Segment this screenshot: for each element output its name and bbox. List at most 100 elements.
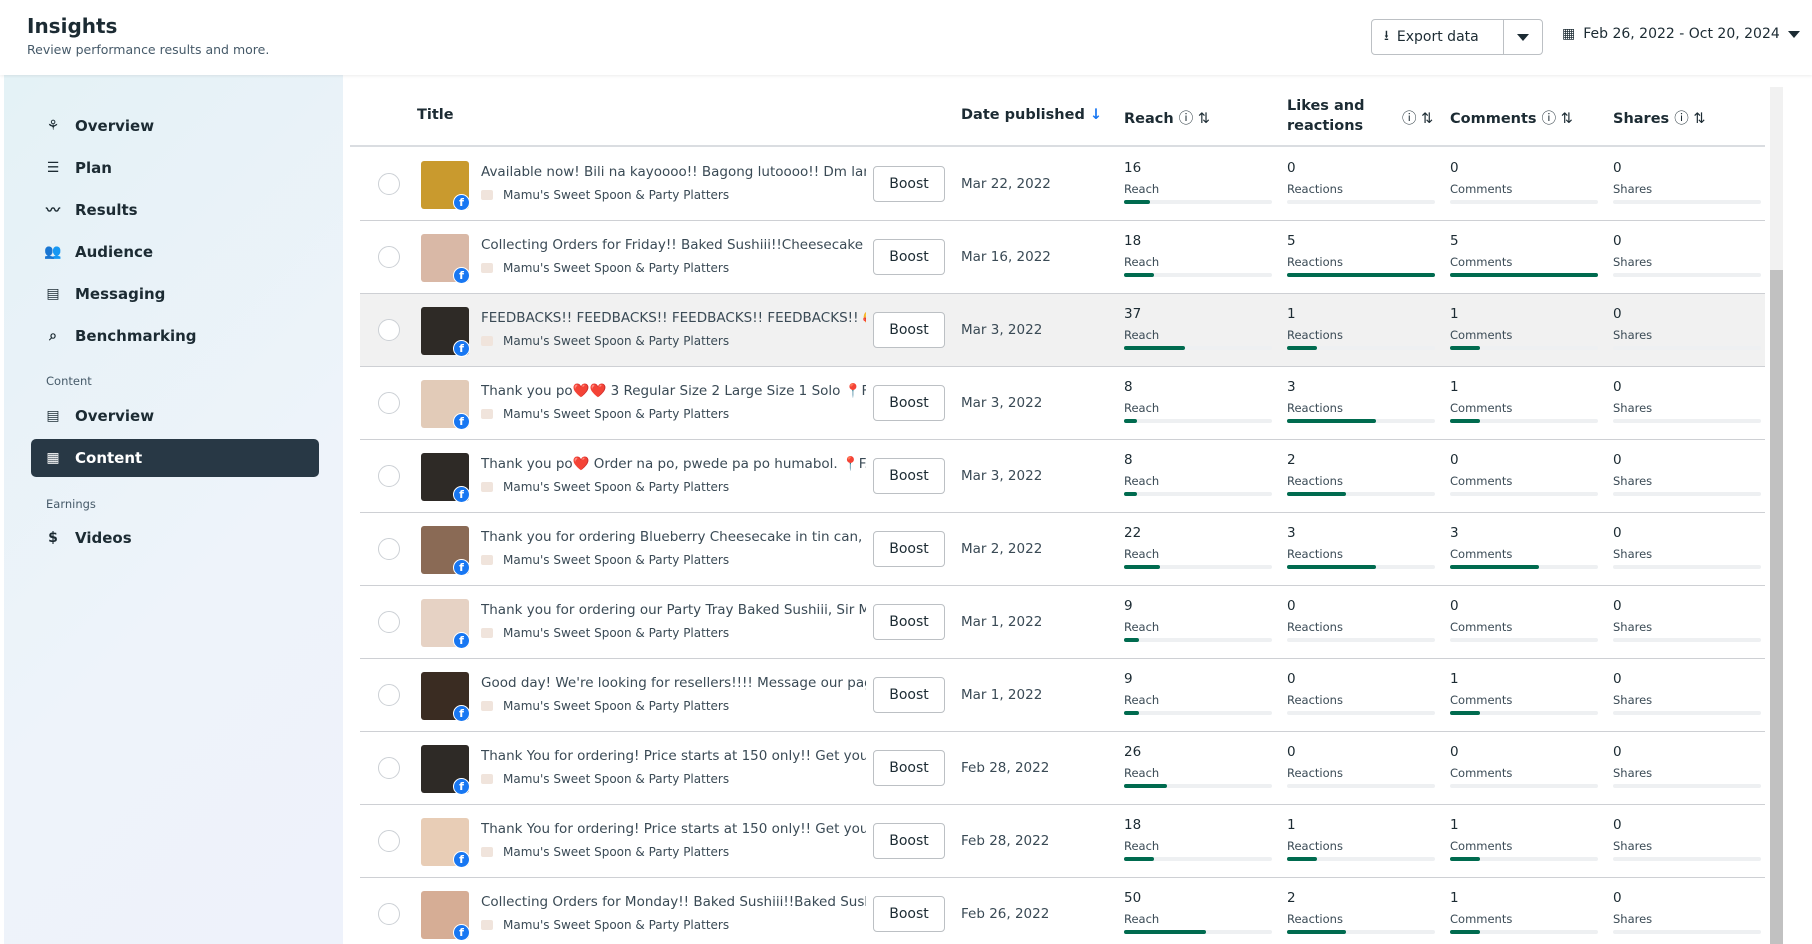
page-name: Mamu's Sweet Spoon & Party Platters — [503, 188, 730, 202]
sidebar-item-plan[interactable]: ☰ Plan — [31, 149, 319, 187]
row-select-radio[interactable] — [378, 465, 400, 487]
table-row[interactable]: f Thank you po❤️❤️ 3 Regular Size 2 Larg… — [360, 367, 1765, 440]
date-range-picker[interactable]: ▦ Feb 26, 2022 - Oct 20, 2024 — [1562, 26, 1800, 42]
sidebar-item-benchmarking[interactable]: ⌕ Benchmarking — [31, 317, 319, 355]
metric-value: 5 — [1450, 233, 1459, 249]
table-row[interactable]: f Thank you po❤️ Order na po, pwede pa p… — [360, 440, 1765, 513]
metric-label: Comments — [1450, 328, 1513, 342]
metric-bar — [1450, 492, 1598, 496]
metric-value: 0 — [1613, 817, 1622, 833]
post-title[interactable]: Thank You for ordering! Price starts at … — [481, 821, 866, 837]
sidebar-item-overview[interactable]: ⚘ Overview — [31, 107, 319, 145]
date-published: Mar 22, 2022 — [961, 176, 1051, 192]
table-scrollbar[interactable] — [1770, 87, 1783, 944]
metric-value: 0 — [1287, 671, 1296, 687]
table-row[interactable]: f Thank You for ordering! Price starts a… — [360, 805, 1765, 878]
boost-button[interactable]: Boost — [873, 458, 945, 494]
table-row[interactable]: f Good day! We're looking for resellers!… — [360, 659, 1765, 732]
row-select-radio[interactable] — [378, 611, 400, 633]
metric-bar — [1287, 492, 1435, 496]
column-date-published[interactable]: Date published ↓ — [961, 107, 1102, 123]
boost-button[interactable]: Boost — [873, 166, 945, 202]
metric-label: Reach — [1124, 401, 1160, 415]
row-select-radio[interactable] — [378, 246, 400, 268]
scrollbar-thumb[interactable] — [1770, 270, 1783, 944]
boost-button[interactable]: Boost — [873, 531, 945, 567]
boost-button[interactable]: Boost — [873, 385, 945, 421]
page-attribution: Mamu's Sweet Spoon & Party Platters — [481, 407, 729, 421]
row-select-radio[interactable] — [378, 173, 400, 195]
sidebar-item-results[interactable]: 〰 Results — [31, 191, 319, 229]
sidebar-item-audience[interactable]: 👥 Audience — [31, 233, 319, 271]
post-title[interactable]: Collecting Orders for Friday!! Baked Sus… — [481, 237, 866, 253]
table-row[interactable]: f FEEDBACKS!! FEEDBACKS!! FEEDBACKS!! FE… — [360, 294, 1765, 367]
metric-bar — [1124, 784, 1272, 788]
page-attribution: Mamu's Sweet Spoon & Party Platters — [481, 772, 729, 786]
metric-value: 0 — [1613, 598, 1622, 614]
table-row[interactable]: f Thank you for ordering our Party Tray … — [360, 586, 1765, 659]
post-title[interactable]: FEEDBACKS!! FEEDBACKS!! FEEDBACKS!! FEED… — [481, 310, 866, 326]
metric-bar — [1124, 930, 1272, 934]
table-row[interactable]: f Thank you for ordering Blueberry Chees… — [360, 513, 1765, 586]
column-shares[interactable]: Shares ⓘ ⇅ — [1613, 107, 1706, 128]
post-title[interactable]: Collecting Orders for Monday!! Baked Sus… — [481, 894, 866, 910]
metric-value: 1 — [1450, 890, 1459, 906]
boost-button[interactable]: Boost — [873, 604, 945, 640]
sidebar-item-content[interactable]: ▦ Content — [31, 439, 319, 477]
row-select-radio[interactable] — [378, 319, 400, 341]
table-row[interactable]: f Available now! Bili na kayoooo!! Bagon… — [360, 148, 1765, 221]
export-dropdown-button[interactable] — [1504, 20, 1542, 54]
page-attribution: Mamu's Sweet Spoon & Party Platters — [481, 334, 729, 348]
metric-bar-fill — [1287, 565, 1376, 569]
page-name: Mamu's Sweet Spoon & Party Platters — [503, 772, 730, 786]
post-title[interactable]: Thank you po❤️❤️ 3 Regular Size 2 Large … — [481, 383, 866, 399]
metric-value: 1 — [1450, 671, 1459, 687]
sidebar-item-overview[interactable]: ▤ Overview — [31, 397, 319, 435]
boost-button[interactable]: Boost — [873, 896, 945, 932]
metric-value: 18 — [1124, 233, 1142, 249]
column-comments[interactable]: Comments ⓘ ⇅ — [1450, 107, 1573, 128]
metric-reach: 9 Reach — [1124, 671, 1272, 715]
row-select-radio[interactable] — [378, 392, 400, 414]
column-likes-reactions[interactable]: Likes and reactions — [1287, 98, 1365, 134]
metric-bar — [1450, 419, 1598, 423]
page-name: Mamu's Sweet Spoon & Party Platters — [503, 334, 730, 348]
page-name: Mamu's Sweet Spoon & Party Platters — [503, 699, 730, 713]
metric-value: 9 — [1124, 671, 1133, 687]
boost-button[interactable]: Boost — [873, 312, 945, 348]
table-row[interactable]: f Collecting Orders for Friday!! Baked S… — [360, 221, 1765, 294]
export-data-button[interactable]: ⭳ Export data — [1372, 20, 1504, 54]
post-title[interactable]: Thank You for ordering! Price starts at … — [481, 748, 866, 764]
metric-comments: 0 Comments — [1450, 744, 1598, 788]
boost-button[interactable]: Boost — [873, 823, 945, 859]
table-row[interactable]: f Collecting Orders for Monday!! Baked S… — [360, 878, 1765, 944]
post-title[interactable]: Available now! Bili na kayoooo!! Bagong … — [481, 164, 866, 180]
row-select-radio[interactable] — [378, 684, 400, 706]
metric-bar-fill — [1124, 711, 1139, 715]
row-select-radio[interactable] — [378, 903, 400, 925]
facebook-icon: f — [453, 267, 470, 284]
row-select-radio[interactable] — [378, 830, 400, 852]
metric-comments: 5 Comments — [1450, 233, 1598, 277]
row-select-radio[interactable] — [378, 757, 400, 779]
sidebar-item-videos[interactable]: $ Videos — [31, 519, 319, 557]
metric-bar-fill — [1287, 273, 1435, 277]
metric-bar — [1287, 857, 1435, 861]
boost-button[interactable]: Boost — [873, 239, 945, 275]
boost-button[interactable]: Boost — [873, 750, 945, 786]
sidebar-item-messaging[interactable]: ▤ Messaging — [31, 275, 319, 313]
post-title[interactable]: Thank you for ordering Blueberry Cheesec… — [481, 529, 866, 545]
dollar-icon: $ — [48, 530, 58, 546]
metric-label: Reach — [1124, 328, 1160, 342]
post-title[interactable]: Thank you po❤️ Order na po, pwede pa po … — [481, 456, 866, 472]
metric-label: Shares — [1613, 547, 1653, 561]
post-title[interactable]: Thank you for ordering our Party Tray Ba… — [481, 602, 866, 618]
column-reach[interactable]: Reach ⓘ ⇅ — [1124, 107, 1210, 128]
row-select-radio[interactable] — [378, 538, 400, 560]
page-name: Mamu's Sweet Spoon & Party Platters — [503, 553, 730, 567]
page-name: Mamu's Sweet Spoon & Party Platters — [503, 480, 730, 494]
metric-comments: 1 Comments — [1450, 306, 1598, 350]
post-title[interactable]: Good day! We're looking for resellers!!!… — [481, 675, 866, 691]
boost-button[interactable]: Boost — [873, 677, 945, 713]
table-row[interactable]: f Thank You for ordering! Price starts a… — [360, 732, 1765, 805]
